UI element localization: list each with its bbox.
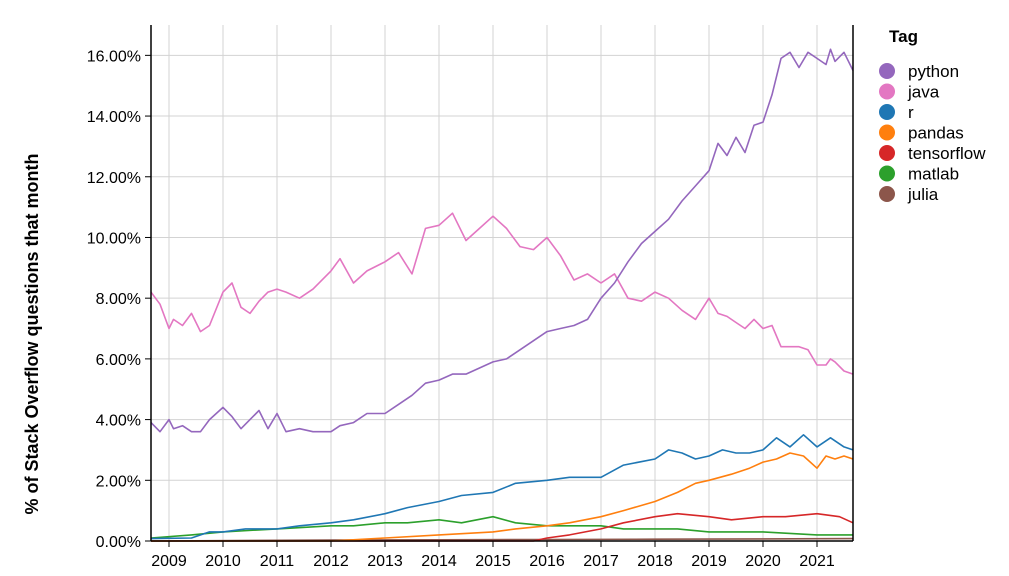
legend-label-java: java — [907, 83, 940, 102]
y-tick-label: 2.00% — [96, 473, 141, 490]
x-tick-label: 2021 — [799, 553, 835, 570]
axes — [150, 25, 854, 542]
legend-swatch-matlab — [879, 165, 895, 182]
y-tick-label: 4.00% — [96, 413, 141, 430]
legend-label-tensorflow: tensorflow — [908, 144, 986, 163]
series-line-julia — [150, 537, 854, 542]
legend-label-matlab: matlab — [908, 165, 959, 184]
y-tick-label: 14.00% — [87, 109, 141, 126]
x-tick-label: 2012 — [313, 553, 349, 570]
series-line-r — [150, 434, 854, 540]
legend-label-pandas: pandas — [908, 124, 964, 143]
x-tick-label: 2019 — [691, 553, 727, 570]
legend-swatch-r — [879, 104, 895, 120]
y-tick-label: 10.00% — [87, 230, 141, 247]
y-tick-label: 12.00% — [87, 170, 141, 187]
legend-swatch-julia — [879, 186, 895, 202]
y-tick-label: 0.00% — [96, 534, 141, 551]
grid-lines — [151, 25, 853, 542]
legend-label-julia: julia — [907, 185, 939, 204]
legend-swatch-python — [879, 63, 895, 79]
x-ticks: 2009 2010 2011 2012 2013 2014 2015 2016 2017 2018… — [151, 541, 835, 570]
y-tick-label: 16.00% — [87, 48, 141, 65]
legend-swatch-tensorflow — [879, 145, 895, 161]
y-axis-title: % of Stack Overflow questions that month — [22, 153, 42, 514]
legend-swatch-java — [879, 83, 895, 100]
legend-label-r: r — [908, 103, 914, 122]
x-tick-label: 2013 — [367, 553, 403, 570]
x-tick-label: 2017 — [583, 553, 619, 570]
x-tick-label: 2009 — [151, 553, 187, 570]
legend-label-python: python — [908, 62, 959, 81]
series-line-tensorflow — [151, 512, 854, 542]
x-tick-label: 2020 — [745, 553, 781, 570]
series-line-pandas — [151, 452, 854, 542]
series-line-java — [150, 212, 854, 375]
x-tick-label: 2010 — [205, 553, 241, 570]
y-tick-label: 6.00% — [96, 352, 141, 369]
x-tick-label: 2015 — [475, 553, 511, 570]
y-tick-label: 8.00% — [96, 291, 141, 308]
legend-swatch-pandas — [879, 124, 895, 141]
x-tick-label: 2016 — [529, 553, 565, 570]
series-line-python — [150, 48, 854, 433]
series-lines — [150, 48, 854, 542]
y-ticks: 0.00% 2.00% 4.00% 6.00% 8.00% 10.00% 12.00% 14.… — [87, 48, 151, 551]
x-tick-label: 2018 — [637, 553, 673, 570]
x-tick-label: 2011 — [260, 553, 295, 570]
x-tick-label: 2014 — [421, 553, 457, 570]
series-line-matlab — [150, 515, 853, 539]
legend-title: Tag — [889, 27, 918, 46]
